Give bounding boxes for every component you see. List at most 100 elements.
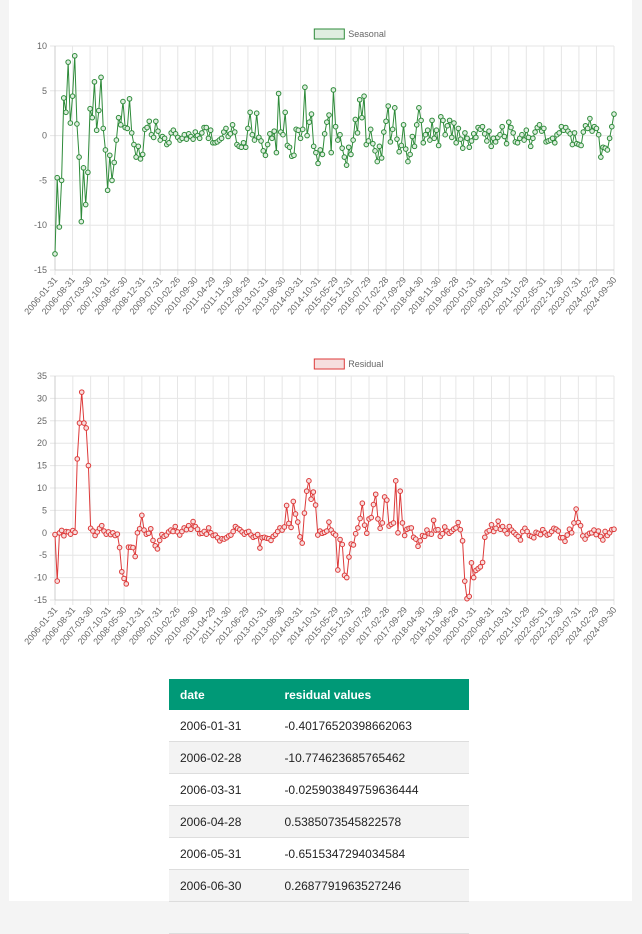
data-point [568,530,575,536]
data-point [128,130,135,136]
data-point [249,131,256,138]
data-point [240,139,247,146]
data-point [503,140,510,147]
data-point [330,87,337,93]
cell-date: 2006-05-31 [169,837,274,870]
data-point [514,139,521,146]
data-point [335,567,341,573]
data-point [282,109,288,116]
data-point [385,103,392,109]
data-point [123,581,130,587]
data-point [119,568,125,575]
table-row: 2006-01-31 -0.40176520398662063 [169,710,469,742]
data-point [54,174,60,181]
data-point [391,105,398,111]
y-tick-label: -15 [34,595,47,605]
data-point [383,118,389,125]
data-point [479,123,486,130]
data-point [495,518,501,524]
data-point [464,135,470,142]
data-point [370,501,377,508]
data-point [439,530,446,537]
data-point [431,135,438,142]
data-point [147,525,154,532]
data-point [135,143,142,150]
data-point [304,132,310,139]
data-point [306,478,312,484]
table-row: 2006-06-30 0.2687791963527246 [169,869,469,902]
data-point [120,98,126,105]
data-point [484,138,490,144]
cell-residual-value: 0.5385073545822578 [273,805,469,838]
data-point [481,131,488,137]
y-tick-label: 35 [37,371,47,381]
data-point [203,124,210,131]
data-point [271,128,278,134]
data-point [308,111,315,117]
data-point [281,524,288,530]
data-point [65,59,71,65]
y-tick-label: -10 [34,220,47,230]
data-point [523,127,530,134]
data-point [424,127,431,134]
data-point [435,526,441,533]
data-point [107,152,113,159]
data-point [455,125,462,132]
cell-residual-value: 0.2687791963527246 [273,869,469,902]
data-point [207,127,214,134]
data-point [444,122,451,129]
data-point [477,564,484,570]
data-point [332,532,339,538]
data-point [459,145,466,151]
data-point [124,125,131,132]
data-point [524,528,530,535]
data-point [85,462,92,469]
data-point [359,114,365,121]
data-point [260,148,267,154]
cell-date [169,901,274,934]
data-point [501,133,508,140]
data-point [196,135,203,142]
data-point [315,160,321,167]
data-point [54,578,61,584]
cell-date: 2006-02-28 [169,741,274,774]
y-tick-label: 10 [37,483,47,493]
data-point [569,141,576,148]
grid [50,375,615,605]
data-point [595,131,602,138]
data-point [339,145,345,151]
data-point [297,135,304,142]
data-point [395,530,401,536]
data-point [405,158,411,165]
data-point [269,135,275,142]
data-point [392,478,399,484]
data-point [457,526,464,533]
data-point [71,53,78,59]
data-point [67,120,74,126]
data-point [409,133,416,140]
data-point [89,114,96,121]
data-point [359,500,366,507]
data-point [505,119,512,125]
data-point [74,121,80,127]
data-point [130,544,136,551]
data-point [98,74,104,81]
data-point [435,142,442,149]
data-point [564,532,571,538]
data-point [218,135,225,142]
data-point [577,522,584,529]
data-point [453,139,459,146]
data-point [81,420,87,426]
legend-swatch [313,358,345,370]
seasonal-chart: Seasonal1050-5-10-152006-01-312006-08-31… [22,28,619,317]
data-point [137,156,144,162]
table-body: 2006-01-31 -0.40176520398662063 2006-02-28… [169,710,469,934]
data-point [313,149,319,156]
data-point [254,531,261,538]
data-point [76,420,83,426]
data-point [144,124,150,131]
data-point [473,134,479,141]
data-point [58,177,65,184]
y-tick-label: 0 [42,131,47,141]
data-point [231,129,238,135]
